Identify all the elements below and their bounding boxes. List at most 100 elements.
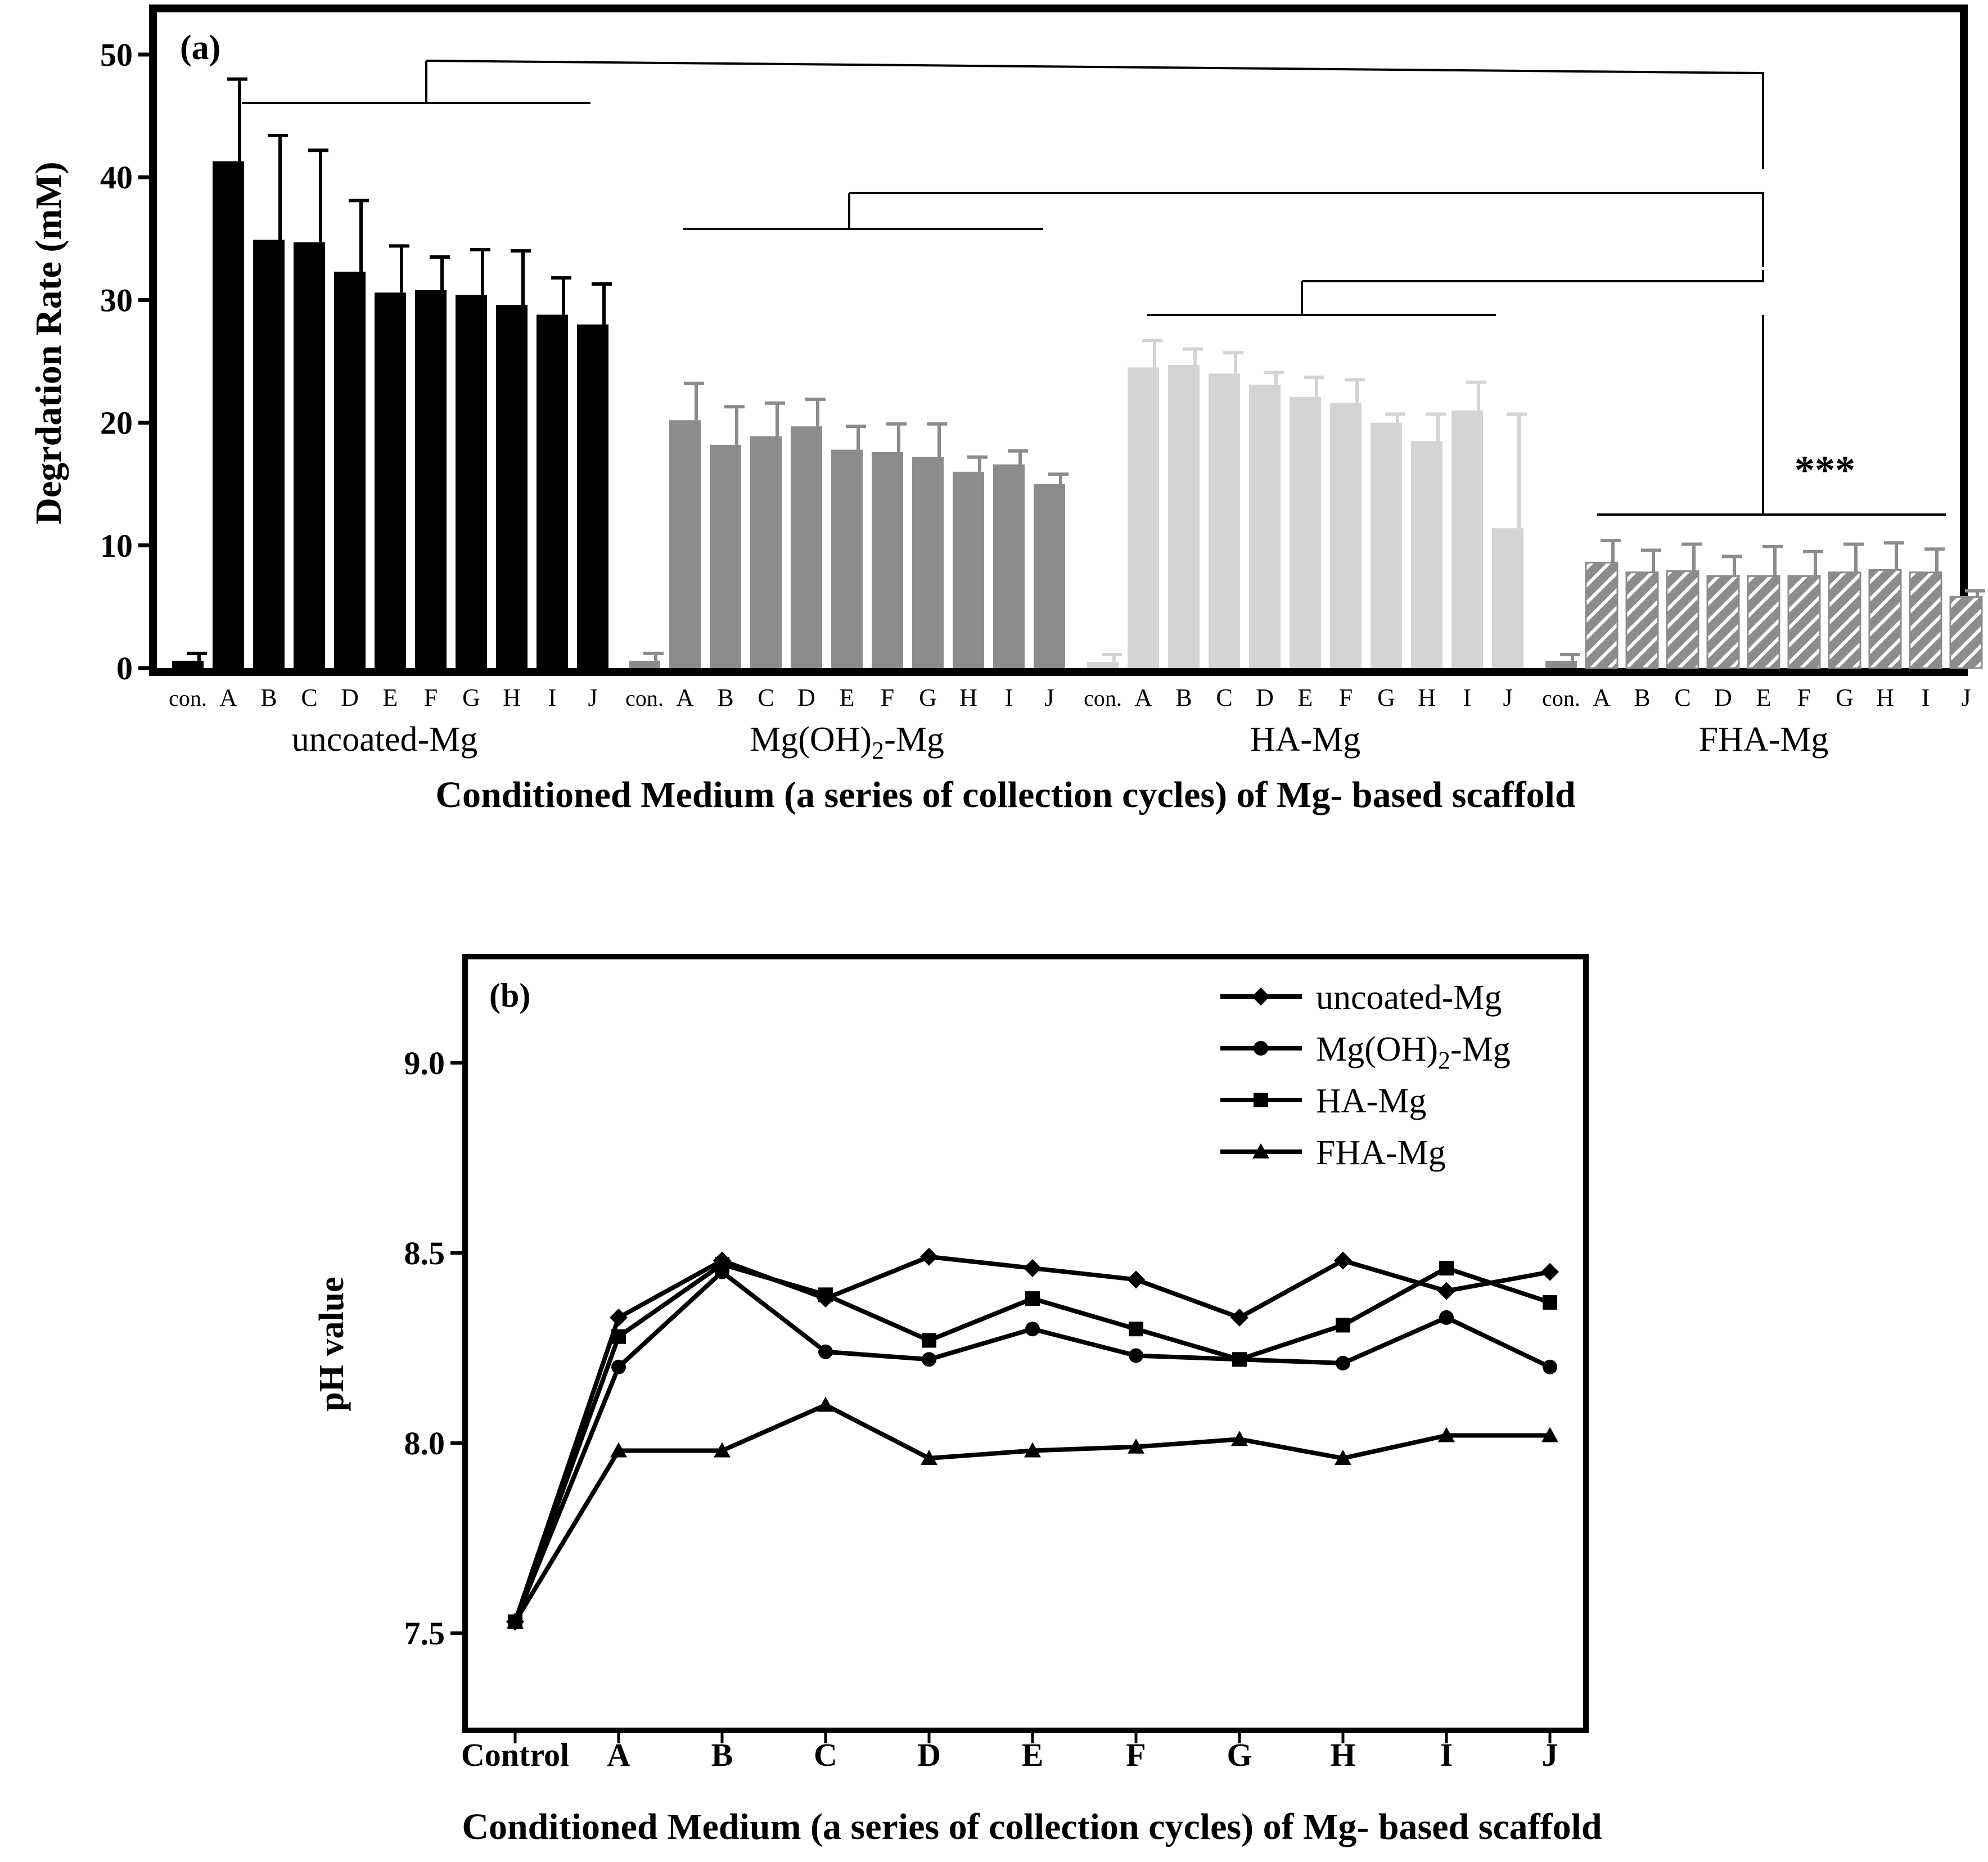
x-tick-label: C (814, 1737, 837, 1773)
x-tick-label: A (1593, 684, 1611, 711)
bar (1748, 576, 1779, 668)
bar-outline (1625, 571, 1659, 669)
legend-label: FHA-Mg (1316, 1134, 1446, 1172)
marker-triangle (921, 1450, 937, 1466)
x-tick-label: E (1298, 684, 1313, 711)
x-tick-label: C (1674, 684, 1691, 711)
bar (1330, 403, 1362, 668)
bar-outline (1585, 561, 1619, 669)
marker-triangle (1231, 1431, 1248, 1446)
y-tick-label: 10 (100, 528, 133, 564)
marker-circle (1025, 1322, 1040, 1337)
legend-label: HA-Mg (1316, 1082, 1426, 1120)
bar (577, 324, 608, 668)
x-tick-label: E (1022, 1737, 1044, 1773)
panel-a-x-label: Conditioned Medium (a series of collecti… (435, 774, 1575, 815)
marker-triangle (610, 1442, 627, 1458)
panel-b-series (506, 1247, 1559, 1631)
marker-triangle (1335, 1450, 1351, 1466)
bar (172, 660, 204, 668)
bar (1034, 484, 1065, 668)
x-tick-label: A (1134, 684, 1152, 711)
x-tick-label: G (919, 684, 937, 711)
marker-diamond (1437, 1282, 1455, 1300)
y-tick-label: 0 (116, 650, 133, 687)
group-label: uncoated-Mg (292, 720, 478, 759)
y-tick-label: 8.5 (404, 1235, 445, 1272)
marker-diamond (1252, 988, 1270, 1006)
x-tick-label: H (503, 684, 521, 711)
x-tick-label: B (717, 684, 733, 711)
x-tick-label: D (341, 684, 359, 711)
group-label-main: FHA-Mg (1699, 720, 1829, 759)
panel-b-legend: uncoated-Mg Mg(OH)2-Mg HA-Mg FHA-Mg (1220, 979, 1511, 1172)
x-tick-label: con. (1084, 686, 1122, 711)
panel-b-line-chart: (b) 7.5 8.0 8.5 9.0 Control A B C D E F G H I J uncoa… (313, 954, 1602, 1847)
panel-a-label: (a) (180, 29, 220, 67)
marker-diamond (1541, 1263, 1559, 1281)
y-tick-label: 30 (100, 282, 133, 318)
x-tick-label: I (1463, 684, 1472, 711)
bar-outline (1666, 570, 1700, 669)
bar (1128, 367, 1159, 668)
x-tick-label: F (424, 684, 438, 711)
marker-triangle (1541, 1427, 1558, 1442)
legend-label-main: HA-Mg (1316, 1082, 1426, 1120)
marker-circle (611, 1359, 626, 1374)
bar (912, 457, 944, 668)
bar-outline (1909, 571, 1942, 669)
panel-a-y-axis: 0 10 20 30 40 50 (100, 37, 153, 687)
marker-circle (818, 1344, 833, 1359)
marker-square (611, 1329, 626, 1344)
bar (334, 272, 366, 668)
y-tick-label: 9.0 (404, 1045, 445, 1081)
bar (294, 242, 325, 668)
panel-b-frame (462, 954, 1589, 1733)
x-tick-label: con. (1542, 686, 1580, 711)
x-tick-label: C (1216, 684, 1232, 711)
bar (1869, 570, 1901, 668)
panel-b-y-label: pH value (313, 1277, 351, 1411)
marker-square (1025, 1291, 1040, 1306)
bar-group-1 (629, 381, 1069, 668)
x-tick-label: D (1714, 684, 1732, 711)
bracket-link (1302, 270, 1764, 282)
y-tick-label: 50 (100, 37, 133, 73)
x-tick-label: con. (169, 686, 207, 711)
x-tick-label: B (711, 1737, 733, 1773)
bar (1290, 396, 1321, 668)
x-tick-label: B (1634, 684, 1650, 711)
marker-triangle (1128, 1438, 1144, 1454)
marker-triangle (817, 1396, 834, 1412)
marker-triangle (1024, 1442, 1041, 1458)
x-tick-label: B (1175, 684, 1192, 711)
marker-diamond (920, 1247, 938, 1266)
bar (629, 660, 660, 668)
x-tick-label: H (1330, 1737, 1355, 1773)
y-tick-label: 20 (100, 405, 133, 441)
marker-triangle (1438, 1427, 1455, 1442)
panel-a-group-labels: uncoated-Mg Mg(OH)2-Mg HA-Mg FHA-Mg (292, 720, 1829, 764)
bracket-link (426, 60, 1764, 169)
marker-diamond (1230, 1308, 1248, 1327)
group-label-sub: 2 (872, 737, 884, 764)
bar-outline (1706, 575, 1740, 669)
legend-label-main: Mg(OH) (1316, 1030, 1438, 1068)
bar (953, 471, 984, 668)
bar (1950, 597, 1982, 668)
x-tick-label: H (1876, 684, 1894, 711)
legend-label: Mg(OH)2-Mg (1316, 1030, 1511, 1074)
marker-circle (1336, 1356, 1350, 1371)
series-line (513, 1403, 1550, 1623)
x-tick-label: Control (461, 1737, 569, 1773)
bar (1626, 572, 1658, 668)
bar (253, 240, 285, 668)
bar (1586, 562, 1617, 668)
marker-square (1254, 1093, 1268, 1107)
x-tick-label: J (1542, 1737, 1558, 1773)
y-tick-label: 40 (100, 159, 133, 196)
panel-b-label: (b) (489, 977, 530, 1014)
panel-b-y-axis: 7.5 8.0 8.5 9.0 (404, 1045, 465, 1652)
bar (213, 161, 244, 669)
